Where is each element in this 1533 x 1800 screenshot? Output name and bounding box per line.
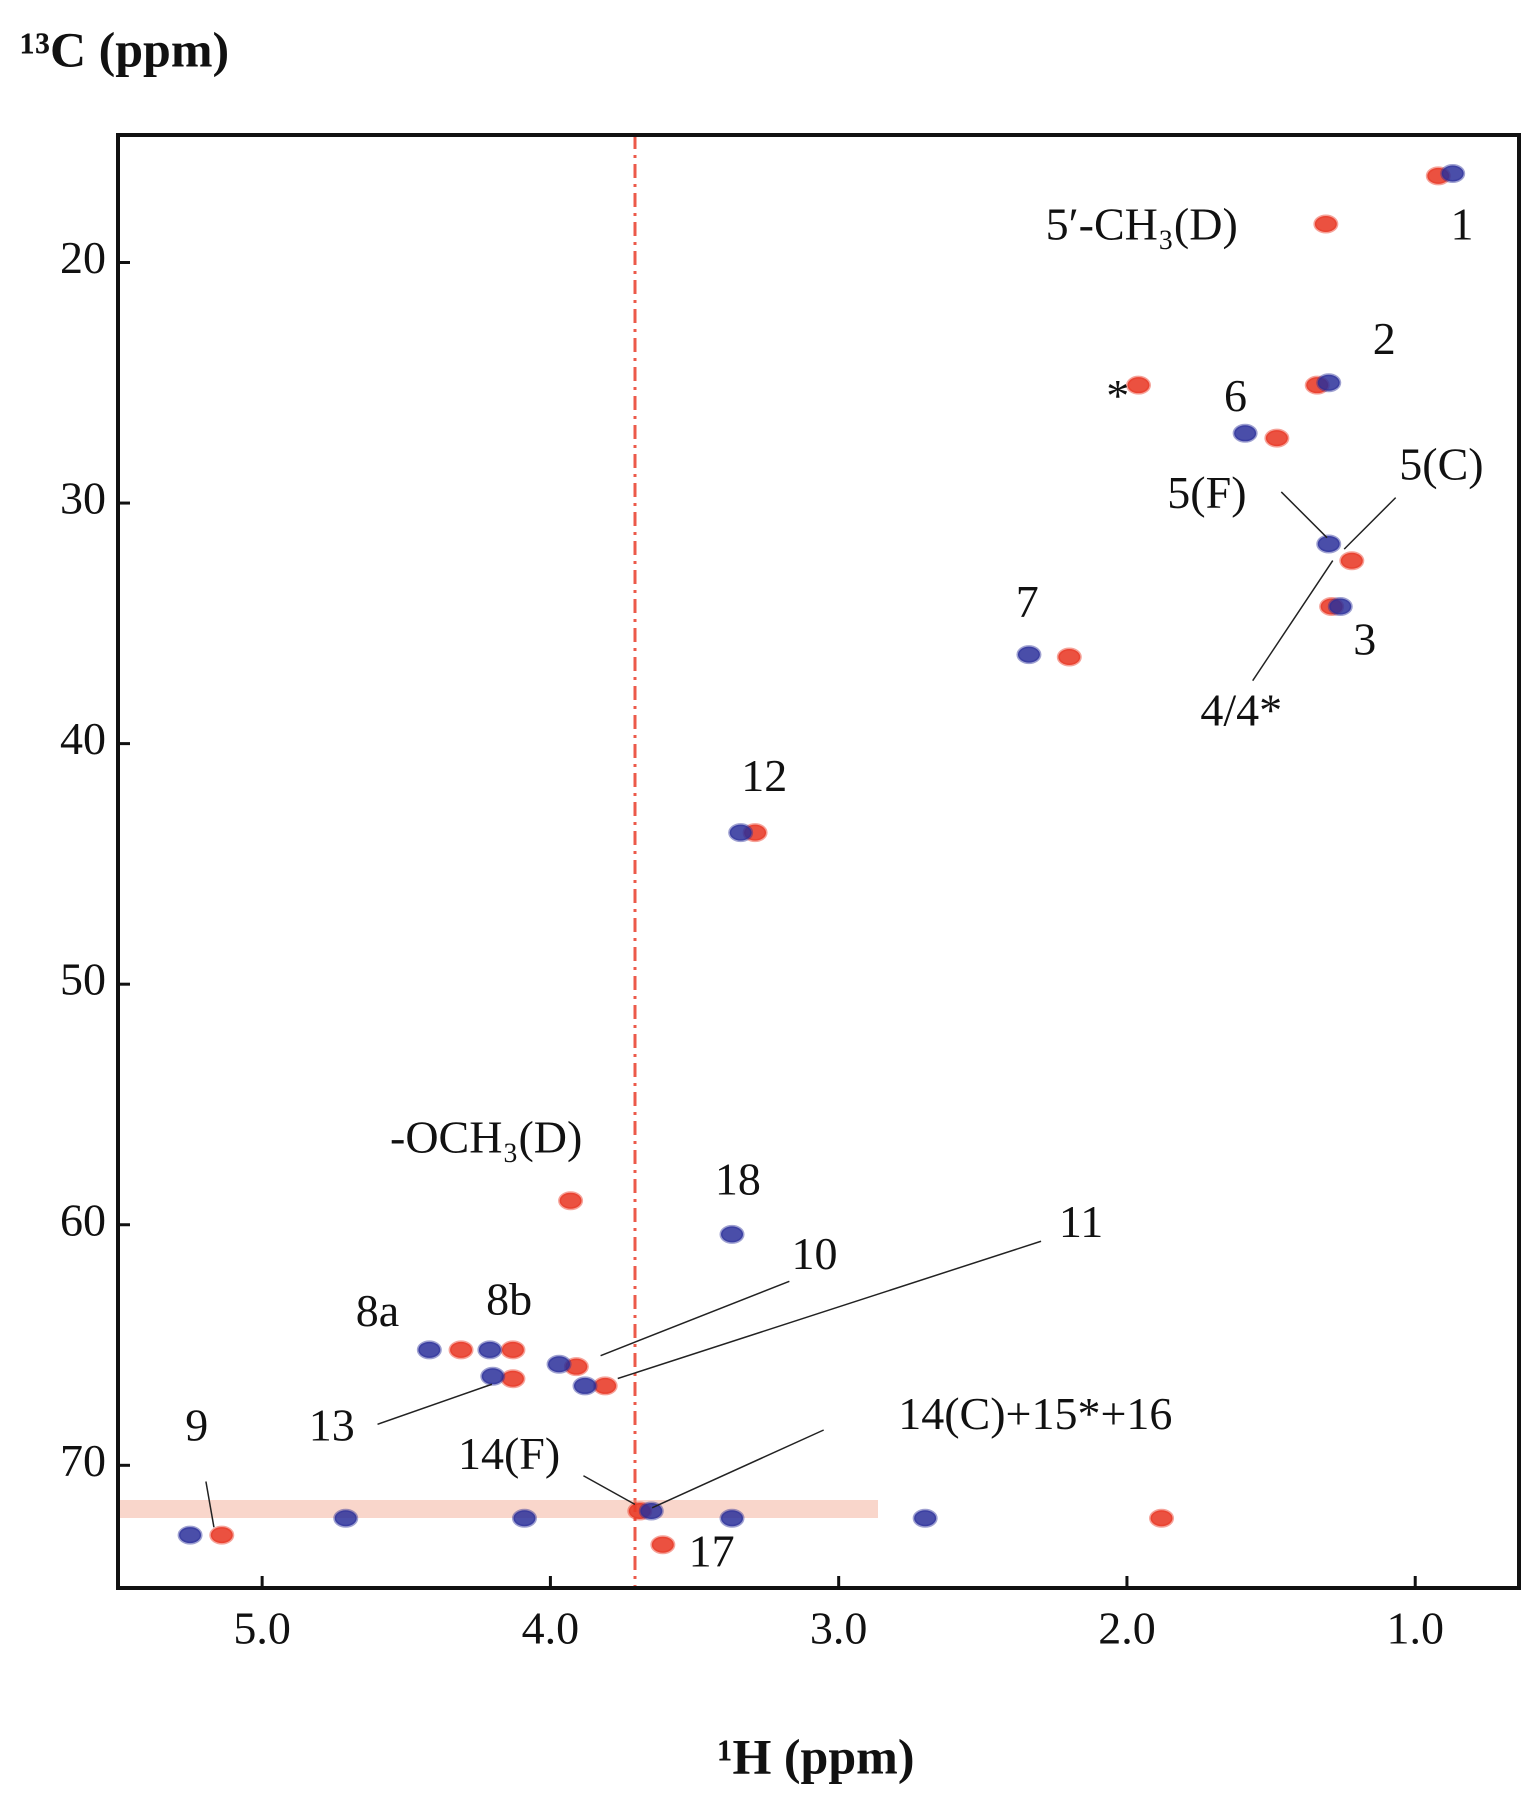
peak-label: 4/4*	[1200, 685, 1282, 736]
peak-label: 5(F)	[1167, 467, 1246, 518]
peak-label: 14(C)+15*+16	[898, 1388, 1172, 1439]
y-tick-label: 50	[60, 954, 106, 1005]
peak-label: 18	[715, 1154, 761, 1205]
peak-label: 10	[792, 1228, 838, 1279]
peak	[650, 1535, 676, 1555]
peak	[1316, 373, 1342, 393]
peak	[511, 1508, 537, 1528]
peak	[480, 1366, 506, 1386]
leader-line	[1280, 491, 1328, 539]
peak	[719, 1224, 745, 1244]
leader-line	[651, 1429, 824, 1509]
peak-label: 2	[1373, 313, 1396, 364]
peak	[1056, 647, 1082, 667]
peak	[1440, 163, 1466, 183]
leader-line	[583, 1475, 636, 1506]
x-tick-label: 5.0	[233, 1603, 291, 1654]
leader-line	[205, 1481, 215, 1528]
peak	[546, 1354, 572, 1374]
peak	[1339, 551, 1365, 571]
x-tick-label: 3.0	[810, 1603, 868, 1654]
peak	[572, 1376, 598, 1396]
y-tick-label: 40	[60, 713, 106, 764]
peak-label: -OCH₃(D)	[390, 1111, 582, 1162]
peak-label: 7	[1016, 576, 1039, 627]
peak	[912, 1508, 938, 1528]
leader-line	[1343, 497, 1397, 550]
peak-label: 8b	[486, 1274, 532, 1325]
y-tick-label: 60	[60, 1194, 106, 1245]
peak-label: 13	[309, 1400, 355, 1451]
x-tick-label: 4.0	[522, 1603, 580, 1654]
peak	[416, 1340, 442, 1360]
peak	[719, 1508, 745, 1528]
peak	[500, 1340, 526, 1360]
peak	[1264, 428, 1290, 448]
peak-label: 11	[1059, 1196, 1103, 1247]
peak-label: 1	[1451, 198, 1474, 249]
peak	[333, 1508, 359, 1528]
peak-label: 9	[185, 1400, 208, 1451]
peak-label: 5(C)	[1399, 439, 1483, 490]
y-tick-label: 20	[60, 232, 106, 283]
peak	[558, 1191, 584, 1211]
peak	[500, 1369, 526, 1389]
leader-line	[600, 1280, 790, 1357]
peak-label: 17	[689, 1525, 735, 1576]
peak	[1016, 645, 1042, 665]
peak-label: 14(F)	[458, 1428, 560, 1479]
peak	[1313, 214, 1339, 234]
peak	[1149, 1508, 1175, 1528]
y-tick-label: 30	[60, 473, 106, 524]
plot-frame	[116, 133, 1521, 1590]
x-tick-label: 2.0	[1098, 1603, 1156, 1654]
peak-label: 12	[741, 750, 787, 801]
peak	[1316, 534, 1342, 554]
peak	[177, 1525, 203, 1545]
peak	[209, 1525, 235, 1545]
peak-label: 5′-CH₃(D)	[1046, 198, 1238, 249]
y-axis-title: ¹³C (ppm)	[20, 21, 229, 77]
peak-label: 3	[1353, 614, 1376, 665]
leader-line	[617, 1240, 1042, 1380]
peak-label: 6	[1224, 370, 1247, 421]
diagonal-ridge	[118, 1500, 878, 1518]
peak	[1125, 375, 1151, 395]
leader-line	[1252, 560, 1334, 682]
y-tick-label: 70	[60, 1435, 106, 1486]
peak	[638, 1501, 664, 1521]
x-tick-label: 1.0	[1386, 1603, 1444, 1654]
peak	[728, 823, 754, 843]
peak	[477, 1340, 503, 1360]
peak-label: 8a	[356, 1285, 399, 1336]
leader-line	[377, 1383, 493, 1425]
peak	[1327, 597, 1353, 617]
peak	[1232, 423, 1258, 443]
peak-label: *	[1106, 370, 1129, 421]
x-axis-title: ¹H (ppm)	[718, 1728, 915, 1784]
peak	[448, 1340, 474, 1360]
